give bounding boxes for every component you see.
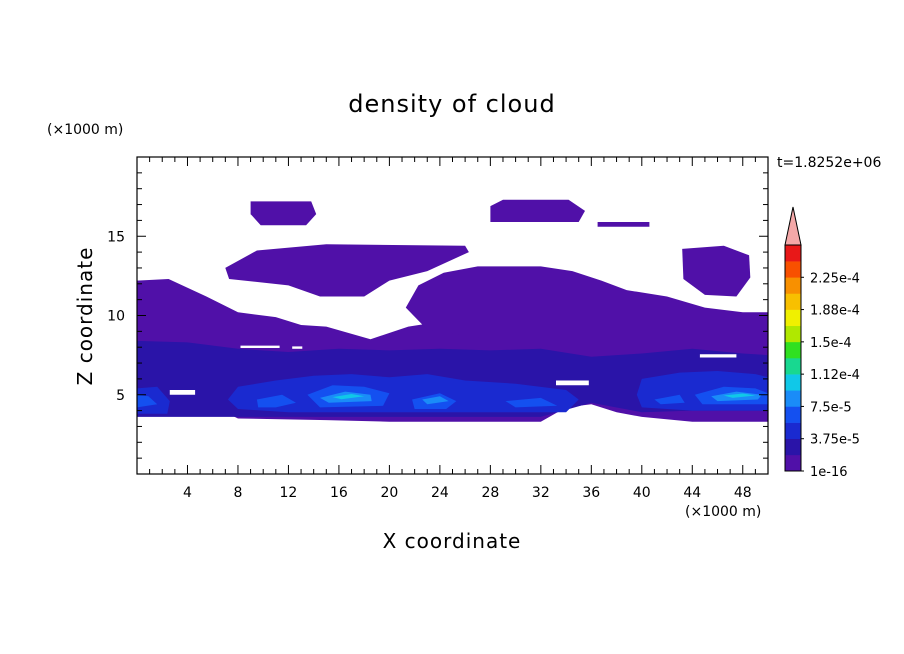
colorbar-label: 3.75e-5 <box>810 433 860 448</box>
contour-cell-level-3e <box>654 394 685 405</box>
x-tick-label: 4 <box>183 485 192 501</box>
colorbar-swatch <box>785 325 801 343</box>
x-tick-label: 8 <box>233 485 242 501</box>
contour-fills <box>137 199 768 422</box>
contour-core-level-4c <box>422 396 449 405</box>
gap-strip-a <box>240 345 280 348</box>
colorbar-swatch <box>785 406 801 423</box>
x-tick-label: 24 <box>431 485 449 501</box>
x-tick-label: 16 <box>330 485 348 501</box>
chart-title: density of cloud <box>348 90 555 118</box>
colorbar-swatch <box>785 374 801 391</box>
colorbar-label: 1.12e-4 <box>810 368 860 383</box>
contour-cell-level-2c <box>137 386 170 414</box>
x-axis-label: X coordinate <box>383 529 522 553</box>
contour-cell-level-3f <box>137 394 158 408</box>
colorbar-swatch <box>785 341 801 359</box>
gap-strip-e <box>169 390 196 395</box>
x-tick-label: 48 <box>734 485 752 501</box>
x-unit-label: (×1000 m) <box>685 504 761 520</box>
y-tick-label: 5 <box>116 388 125 404</box>
colorbar: 1e-16 3.75e-5 7.5e-5 1.12e-4 1.5e-4 1.88e-4 2.… <box>784 206 860 480</box>
colorbar-swatch <box>785 454 801 472</box>
y-tick-label: 10 <box>107 309 125 325</box>
x-tick-label: 28 <box>481 485 499 501</box>
x-tick-label: 32 <box>532 485 550 501</box>
contour-right-upper-cloud <box>682 245 751 297</box>
contour-core-level-5a <box>332 394 365 400</box>
contour-upper-cloud-streak <box>597 222 650 227</box>
colorbar-swatch <box>785 438 801 456</box>
contour-core-level-5b <box>723 393 756 398</box>
colorbar-swatch <box>785 358 801 375</box>
x-tick-label: 12 <box>280 485 298 501</box>
colorbar-swatch <box>785 245 801 262</box>
colorbar-swatch <box>785 309 801 327</box>
colorbar-label: 7.5e-5 <box>810 400 852 415</box>
colorbar-label: 1.88e-4 <box>810 304 860 319</box>
x-tick-label: 36 <box>582 485 600 501</box>
contour-upper-right-dome <box>405 266 768 344</box>
colorbar-swatch <box>785 277 801 294</box>
y-axis-label: Z coordinate <box>73 247 97 386</box>
x-tick-label: 20 <box>380 485 398 501</box>
y-tick-label: 15 <box>107 229 125 245</box>
gap-strip-d <box>556 380 589 386</box>
contour-cell-level-3c <box>256 394 296 408</box>
x-tick-label: 40 <box>633 485 651 501</box>
colorbar-label: 1.5e-4 <box>810 336 852 351</box>
x-tick-label: 44 <box>683 485 701 501</box>
contour-mid-cloud-band <box>225 244 469 297</box>
colorbar-overflow-triangle <box>784 206 802 246</box>
colorbar-label: 2.25e-4 <box>810 271 860 286</box>
contour-cell-level-3g <box>505 397 558 408</box>
colorbar-frame <box>784 244 802 472</box>
gap-strip-c <box>699 354 737 358</box>
time-label: t=1.8252e+06 <box>777 155 881 171</box>
colorbar-swatch <box>785 422 801 440</box>
contour-upper-cloud-left <box>250 201 317 226</box>
contour-upper-cloud-right <box>490 199 585 222</box>
colorbar-swatch <box>785 261 801 278</box>
gap-strip-b <box>292 346 303 349</box>
colorbar-label: 1e-16 <box>810 465 848 480</box>
colorbar-swatch <box>785 293 801 310</box>
y-unit-label: (×1000 m) <box>47 122 123 138</box>
colorbar-swatch <box>785 390 801 407</box>
